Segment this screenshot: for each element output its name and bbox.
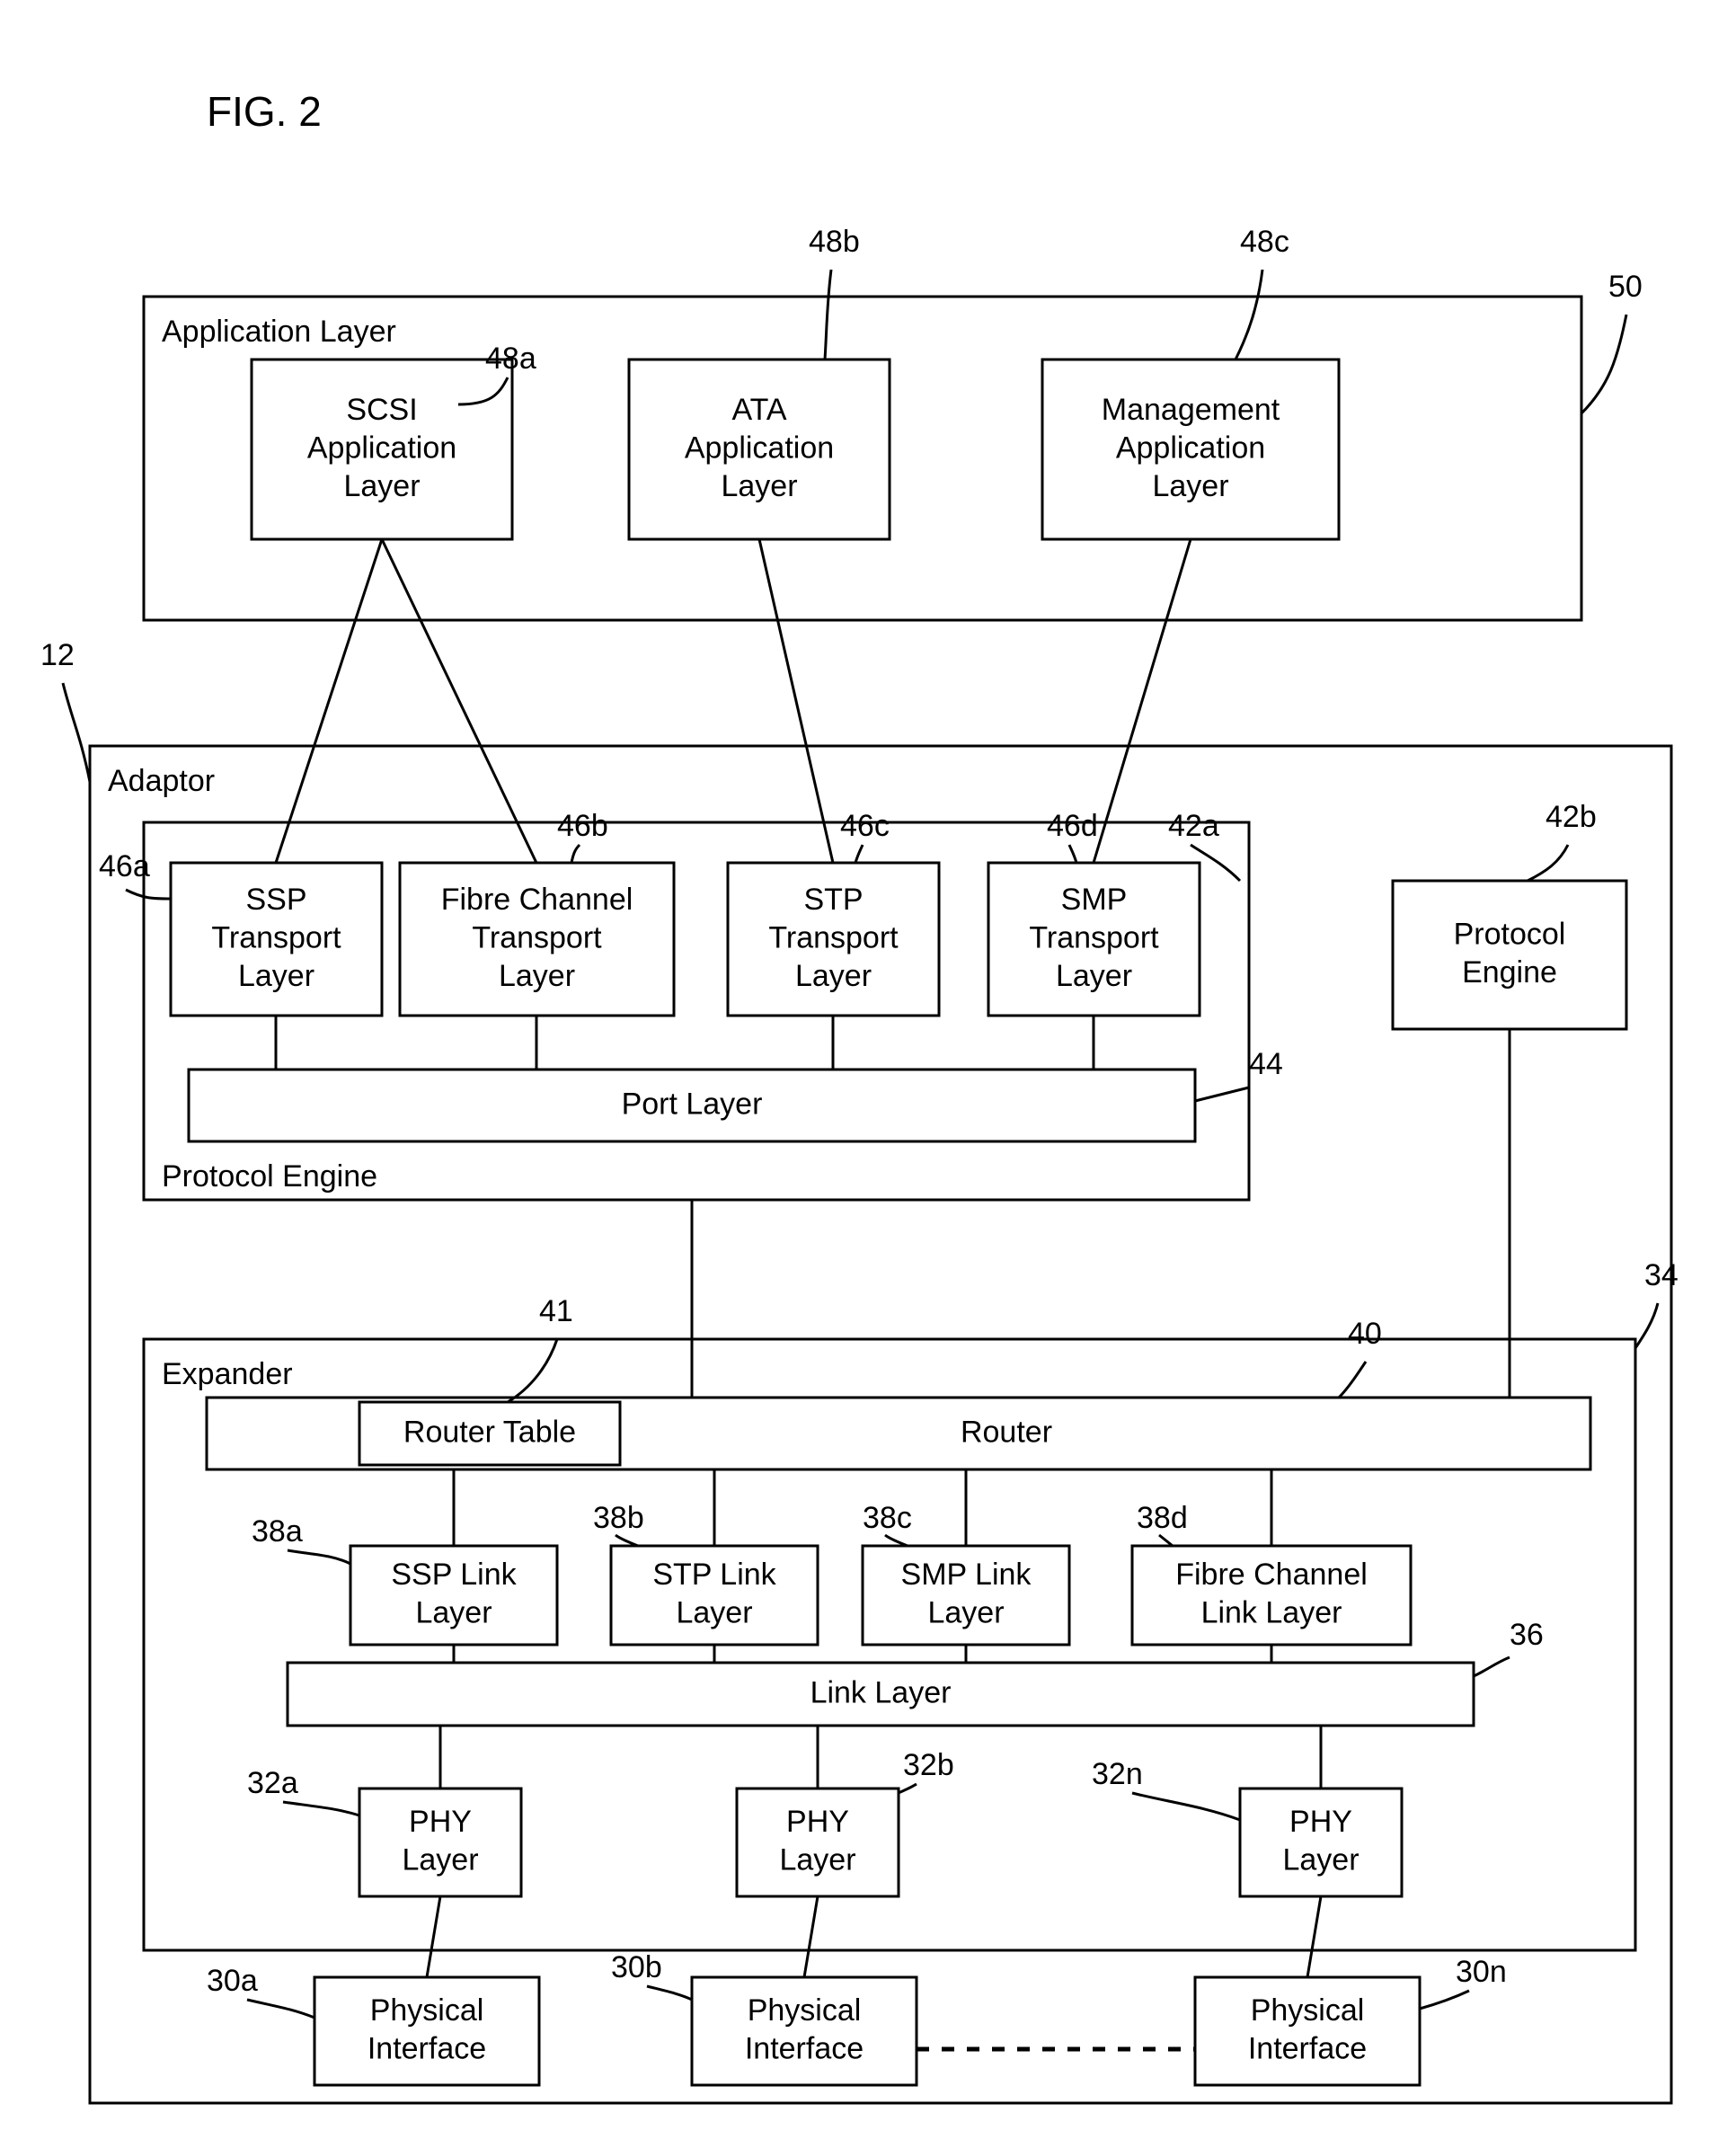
mgmt-app-layer-box-label: Management (1102, 393, 1280, 427)
physical-interface-1-box-label: Physical (370, 1993, 484, 2028)
layer-diagram: FIG. 2 Application Layer Adaptor Protocol E… (0, 0, 1736, 2148)
expander-container-label: Expander (162, 1357, 293, 1391)
ref-label-34: 34 (1644, 1258, 1678, 1292)
phy-layer-2-box-label: PHY (786, 1805, 849, 1839)
ref-label-44: 44 (1249, 1047, 1283, 1081)
ref-label-30a: 30a (207, 1964, 258, 1998)
ref-label-32a: 32a (247, 1766, 298, 1800)
ref-label-46b: 46b (557, 809, 608, 843)
ref-label-48c: 48c (1240, 225, 1289, 259)
smp-transport-box-label: Transport (1029, 920, 1159, 954)
smp-link-box-label: SMP Link (901, 1558, 1032, 1592)
ref-label-36: 36 (1510, 1618, 1544, 1652)
adaptor-container-label: Adaptor (108, 764, 215, 798)
ssp-transport-box-label: Layer (238, 959, 314, 993)
physical-interface-1-box-label: Interface (368, 2032, 486, 2066)
ref-label-38c: 38c (863, 1501, 912, 1535)
figure-title: FIG. 2 (207, 88, 322, 135)
smp-transport-box-label: Layer (1056, 959, 1132, 993)
ref-label-40: 40 (1348, 1317, 1382, 1351)
ata-app-layer-box-label: Application (685, 430, 834, 465)
ref-label-38b: 38b (593, 1501, 644, 1535)
fc-transport-box-label: Layer (499, 959, 575, 993)
ref-label-46d: 46d (1047, 809, 1098, 843)
protocol-engine-2-box-label: Protocol (1454, 918, 1566, 952)
ata-app-layer-box-label: Layer (721, 469, 797, 503)
protocol-engine-container-label: Protocol Engine (162, 1159, 377, 1194)
ref-leader-50 (1581, 315, 1626, 413)
ref-label-48a: 48a (485, 342, 536, 376)
stp-transport-box-label: STP (803, 883, 863, 917)
ref-label-30b: 30b (611, 1950, 662, 1984)
router-table-box-label: Router Table (403, 1415, 576, 1449)
ref-label-48b: 48b (809, 225, 860, 259)
ssp-link-box-label: Layer (415, 1596, 492, 1630)
scsi-app-layer-box-label: SCSI (346, 393, 417, 427)
physical-interface-n-box-label: Physical (1251, 1993, 1365, 2028)
stp-link-box-label: Layer (676, 1596, 752, 1630)
stp-transport-box-label: Transport (768, 920, 899, 954)
ata-app-layer-box-label: ATA (731, 393, 786, 427)
ref-label-46c: 46c (840, 809, 890, 843)
smp-link-box-label: Layer (927, 1596, 1004, 1630)
protocol-engine-2-box-label: Engine (1462, 955, 1557, 990)
stp-link-box-label: STP Link (652, 1558, 776, 1592)
fc-transport-box-label: Transport (472, 920, 602, 954)
ref-label-42a: 42a (1168, 809, 1219, 843)
phy-layer-1-box-label: Layer (402, 1843, 478, 1877)
ref-label-38a: 38a (252, 1514, 303, 1549)
port-layer-box-label: Port Layer (622, 1087, 763, 1121)
fc-transport-box-label: Fibre Channel (441, 883, 633, 917)
ssp-link-box-label: SSP Link (391, 1558, 517, 1592)
ref-label-41: 41 (539, 1294, 573, 1328)
ref-label-30n: 30n (1456, 1955, 1507, 1989)
ref-label-46a: 46a (99, 849, 150, 883)
link-layer-box-label: Link Layer (810, 1675, 952, 1709)
ssp-transport-box-label: SSP (245, 883, 306, 917)
ref-label-32b: 32b (903, 1748, 954, 1782)
mgmt-app-layer-box-label: Application (1116, 430, 1265, 465)
ref-label-42b: 42b (1546, 800, 1597, 834)
router-box-label: Router (961, 1415, 1052, 1449)
scsi-app-layer-box-label: Application (307, 430, 456, 465)
phy-layer-1-box-label: PHY (409, 1805, 472, 1839)
ref-label-32n: 32n (1092, 1757, 1143, 1791)
fc-link-box-label: Fibre Channel (1175, 1558, 1368, 1592)
phy-layer-n-box-label: Layer (1282, 1843, 1359, 1877)
scsi-app-layer-box-label: Layer (343, 469, 420, 503)
ref-leader-12 (63, 683, 90, 782)
mgmt-app-layer-box-label: Layer (1152, 469, 1228, 503)
ssp-transport-box-label: Transport (211, 920, 341, 954)
physical-interface-2-box-label: Interface (745, 2032, 864, 2066)
smp-transport-box-label: SMP (1061, 883, 1128, 917)
ref-label-38d: 38d (1137, 1501, 1188, 1535)
stp-transport-box-label: Layer (795, 959, 872, 993)
physical-interface-n-box-label: Interface (1248, 2032, 1367, 2066)
physical-interface-2-box-label: Physical (748, 1993, 862, 2028)
phy-layer-2-box-label: Layer (779, 1843, 855, 1877)
phy-layer-n-box-label: PHY (1289, 1805, 1352, 1839)
fc-link-box-label: Link Layer (1201, 1596, 1342, 1630)
ref-label-50: 50 (1608, 270, 1643, 304)
ref-label-12: 12 (40, 638, 75, 672)
application-layer-container-label: Application Layer (162, 315, 396, 349)
